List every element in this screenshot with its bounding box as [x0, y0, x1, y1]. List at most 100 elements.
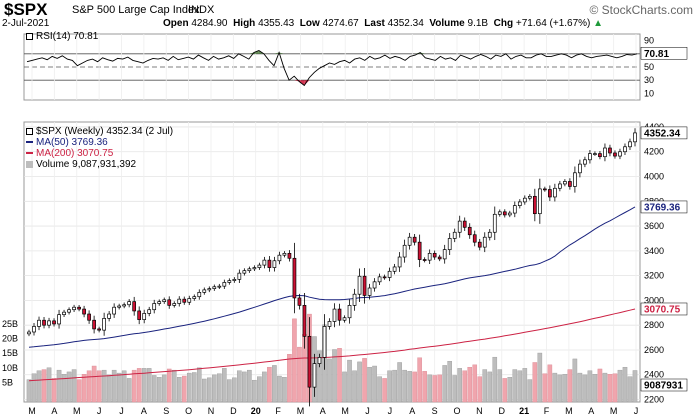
- volume-axis-label: 20B: [2, 334, 18, 344]
- volume-bar: [51, 378, 57, 403]
- candle-body: [457, 220, 462, 233]
- volume-bar: [171, 369, 177, 403]
- candle-body: [322, 326, 327, 358]
- price-tick-label: 3600: [644, 221, 664, 231]
- volume-bar: [587, 370, 593, 403]
- candle-body: [372, 281, 377, 289]
- volume-bar: [562, 374, 568, 403]
- candle-body: [262, 259, 267, 266]
- volume-bar: [402, 369, 407, 403]
- chg-label: Chg: [493, 18, 514, 29]
- candle-body: [467, 226, 472, 236]
- volume-bar: [131, 369, 137, 403]
- candle-body: [102, 318, 106, 331]
- candle-body: [558, 183, 562, 189]
- volume-swatch-icon: [26, 160, 33, 168]
- candle-body: [538, 188, 542, 215]
- volume-bar: [272, 365, 277, 403]
- volume-bar: [592, 374, 598, 403]
- candle-body: [312, 363, 317, 388]
- candle-body: [42, 319, 46, 326]
- ma200-line: [28, 308, 636, 382]
- volume-bar: [342, 371, 347, 403]
- candle-body: [67, 309, 71, 313]
- volume-bar: [387, 370, 392, 403]
- x-tick-label: O: [185, 406, 192, 416]
- volume-bar: [397, 362, 402, 403]
- candle-body: [127, 301, 132, 306]
- volume-tag: 9087931: [640, 378, 688, 392]
- volume-bar: [542, 373, 548, 403]
- candle-body: [47, 320, 51, 326]
- volume-bar: [106, 374, 112, 403]
- volume-bar: [86, 370, 92, 403]
- candle-body: [367, 287, 372, 296]
- candle-body: [32, 326, 36, 333]
- rsi-tick-label: 30: [644, 75, 654, 85]
- volume-bar: [287, 354, 292, 403]
- rsi-last-tag-box: [640, 47, 688, 60]
- volume-bar: [76, 379, 82, 403]
- volume-bar: [237, 370, 242, 403]
- x-tick-label: N: [208, 406, 215, 416]
- volume-bar: [292, 318, 297, 403]
- volume-bar: [482, 369, 488, 403]
- volume-bar: [622, 366, 628, 403]
- candle-body: [227, 280, 232, 283]
- price-tick-label: 2400: [644, 370, 664, 380]
- candle-body: [603, 147, 607, 158]
- candle-body: [472, 234, 477, 243]
- volume-bar: [252, 379, 257, 403]
- x-tick-label: A: [320, 406, 326, 416]
- candle-body: [162, 299, 167, 302]
- volume-bar: [26, 379, 32, 403]
- volume-bar: [56, 369, 62, 403]
- volume-bar: [417, 357, 422, 403]
- volume-bar: [407, 371, 412, 403]
- ma50-tag-text: 3769.36: [644, 202, 681, 213]
- candle-body: [337, 308, 342, 321]
- volume-bar: [41, 369, 47, 403]
- candle-body: [27, 331, 31, 335]
- last-price-tag-text: 4352.34: [644, 128, 681, 139]
- candle-body: [257, 264, 262, 268]
- volume-legend-label: Volume 9,087,931,392: [36, 159, 137, 170]
- candle-body: [197, 292, 202, 298]
- candle-body: [242, 270, 247, 274]
- candle-body: [377, 276, 382, 283]
- volume-bar: [191, 372, 197, 403]
- open-value: 4284.90: [191, 18, 228, 29]
- ma50-line: [28, 206, 636, 348]
- volume-bar: [502, 378, 508, 403]
- candle-body: [492, 213, 497, 233]
- candle-body: [52, 320, 56, 325]
- volume-bar: [487, 371, 493, 403]
- candle-body: [307, 335, 312, 388]
- candle-body: [82, 308, 86, 315]
- candle-body: [157, 301, 162, 304]
- candle-body: [237, 272, 242, 280]
- candle-body: [217, 285, 222, 288]
- candle-body: [92, 319, 96, 330]
- volume-bar: [317, 350, 322, 403]
- volume-axis-label: 15B: [2, 348, 18, 358]
- candle-body: [252, 267, 257, 270]
- volume-bar: [432, 375, 437, 403]
- candle-body: [352, 293, 357, 306]
- candle-body: [232, 278, 237, 281]
- rsi-oversold-fill: [304, 80, 310, 86]
- price-panel-frame: [23, 121, 641, 403]
- ma50-tag-box: [640, 200, 688, 214]
- volume-bar: [462, 370, 468, 403]
- price-tick-label: 2600: [644, 345, 664, 355]
- candle-body: [402, 244, 407, 258]
- candle-body: [272, 260, 277, 268]
- rsi-swatch-icon: [26, 32, 33, 40]
- volume-bar: [282, 377, 287, 403]
- candle-body: [407, 236, 412, 246]
- volume-bar: [31, 373, 37, 403]
- volume-bar: [412, 371, 417, 403]
- candle-body: [72, 306, 76, 311]
- volume-bar: [572, 358, 578, 403]
- x-tick-label: S: [163, 406, 169, 416]
